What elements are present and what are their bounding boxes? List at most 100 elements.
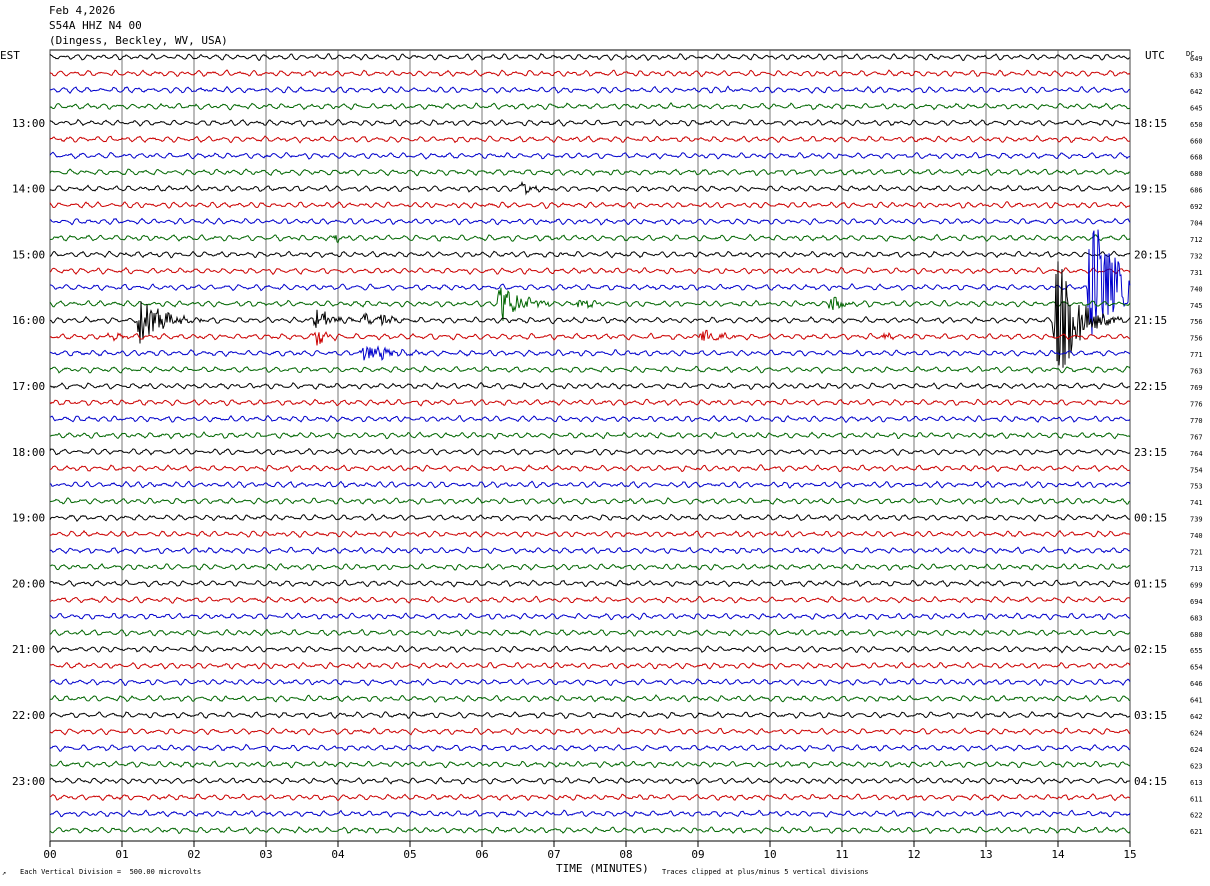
- seismic-trace-row: [49, 678, 1131, 687]
- dc-offset-label: 642: [1190, 88, 1203, 96]
- seismic-trace-row: [49, 118, 1131, 128]
- dc-offset-label: 686: [1190, 187, 1203, 195]
- seismic-trace-row: [49, 497, 1131, 505]
- x-tick-label: 02: [187, 848, 200, 861]
- dc-offset-label: 763: [1190, 368, 1203, 376]
- seismic-trace-row: [49, 266, 1131, 276]
- est-hour-label: 22:00: [12, 709, 45, 722]
- seismic-trace-row: [49, 546, 1131, 555]
- utc-hour-label: 23:15: [1134, 446, 1167, 459]
- dc-offset-label: 624: [1190, 729, 1203, 737]
- dc-offset-label: 756: [1190, 318, 1203, 326]
- dc-offset-label: 694: [1190, 598, 1203, 606]
- seismic-trace-row: [50, 261, 1131, 368]
- dc-offset-label: 683: [1190, 614, 1203, 622]
- est-hour-label: 14:00: [12, 183, 45, 196]
- station-location: (Dingess, Beckley, WV, USA): [49, 34, 228, 47]
- seismic-trace-row: [49, 69, 1131, 78]
- dc-offset-label: 764: [1190, 450, 1203, 458]
- seismic-trace-row: [49, 694, 1131, 703]
- dc-offset-label: 713: [1190, 565, 1203, 573]
- seismic-trace-row: [49, 168, 1130, 177]
- plot-frame: [49, 49, 1131, 842]
- est-hour-label: 13:00: [12, 117, 45, 130]
- scale-icon: ↗: [2, 869, 7, 877]
- dc-offset-label: 633: [1190, 71, 1203, 79]
- est-hour-label: 23:00: [12, 775, 45, 788]
- seismic-trace-row: [49, 448, 1131, 456]
- dc-offset-label: 624: [1190, 746, 1203, 754]
- seismic-trace-row: [49, 645, 1131, 654]
- seismic-trace-row: [49, 287, 1131, 321]
- x-tick-label: 09: [691, 848, 704, 861]
- x-tick-label: 13: [979, 848, 992, 861]
- seismic-trace-row: [49, 612, 1131, 621]
- dc-offset-label: 740: [1190, 532, 1203, 540]
- dc-offset-label: 680: [1190, 631, 1203, 639]
- x-tick-label: 15: [1123, 848, 1136, 861]
- dc-offset-label: 623: [1190, 762, 1203, 770]
- vertical-scale-note: Each Vertical Division = 500.00 microvol…: [20, 868, 202, 876]
- dc-offset-label: 650: [1190, 121, 1203, 129]
- seismic-trace-row: [49, 329, 1131, 346]
- dc-offset-label: 754: [1190, 466, 1203, 474]
- seismic-trace-row: [49, 365, 1131, 374]
- x-tick-label: 04: [331, 848, 345, 861]
- est-hour-label: 18:00: [12, 446, 45, 459]
- x-tick-label: 01: [115, 848, 128, 861]
- seismic-trace-row: [49, 52, 1131, 62]
- dc-offset-label: 646: [1190, 680, 1203, 688]
- seismic-trace-row: [49, 628, 1131, 637]
- seismic-trace-row: [49, 85, 1131, 95]
- seismic-trace-row: [49, 776, 1131, 785]
- seismic-trace-row: [49, 563, 1131, 571]
- dc-offset-label: 753: [1190, 483, 1203, 491]
- x-tick-label: 05: [403, 848, 416, 861]
- dc-offset-label: 692: [1190, 203, 1203, 211]
- seismic-trace-row: [49, 809, 1131, 818]
- x-tick-label: 10: [763, 848, 776, 861]
- x-tick-label: 06: [475, 848, 488, 861]
- dc-offset-label: 767: [1190, 433, 1203, 441]
- utc-hour-label: 21:15: [1134, 314, 1167, 327]
- est-hour-label: 19:00: [12, 512, 45, 525]
- utc-hour-label: 22:15: [1134, 380, 1167, 393]
- seismic-trace-row: [49, 480, 1131, 489]
- dc-offset-label: 611: [1190, 795, 1203, 803]
- seismic-trace-row: [49, 180, 1131, 196]
- seismic-trace-row: [49, 595, 1131, 604]
- utc-hour-label: 19:15: [1134, 183, 1167, 196]
- seismic-trace-row: [50, 229, 1131, 335]
- seismic-trace-row: [49, 529, 1131, 538]
- est-hour-label: 15:00: [12, 248, 45, 261]
- seismic-trace-row: [49, 398, 1131, 407]
- dc-offset-label: 740: [1190, 285, 1203, 293]
- seismic-trace-row: [49, 579, 1131, 588]
- est-hour-label: 20:00: [12, 577, 45, 590]
- dc-offset-label: 655: [1190, 647, 1203, 655]
- seismic-trace-row: [49, 217, 1131, 226]
- x-tick-label: 14: [1051, 848, 1065, 861]
- seismic-trace-row: [49, 711, 1131, 720]
- x-tick-label: 00: [43, 848, 56, 861]
- dc-offset-label: 668: [1190, 154, 1203, 162]
- dc-offset-label: 741: [1190, 499, 1203, 507]
- dc-column-label: DC: [1186, 50, 1195, 58]
- dc-offset-label: 680: [1190, 170, 1203, 178]
- dc-offset-label: 732: [1190, 252, 1203, 260]
- dc-offset-label: 770: [1190, 417, 1203, 425]
- dc-offset-label: 712: [1190, 236, 1203, 244]
- utc-axis-label: UTC: [1145, 49, 1165, 62]
- dc-offset-label: 699: [1190, 581, 1203, 589]
- x-tick-label: 12: [907, 848, 920, 861]
- clip-note: Traces clipped at plus/minus 5 vertical …: [662, 868, 869, 876]
- dc-offset-label: 721: [1190, 549, 1203, 557]
- utc-hour-label: 01:15: [1134, 577, 1167, 590]
- dc-offset-label: 776: [1190, 400, 1203, 408]
- dc-offset-label: 649: [1190, 55, 1203, 63]
- utc-hour-label: 00:15: [1134, 512, 1167, 525]
- dc-offset-label: 756: [1190, 335, 1203, 343]
- est-hour-label: 17:00: [12, 380, 45, 393]
- dc-offset-label: 745: [1190, 302, 1203, 310]
